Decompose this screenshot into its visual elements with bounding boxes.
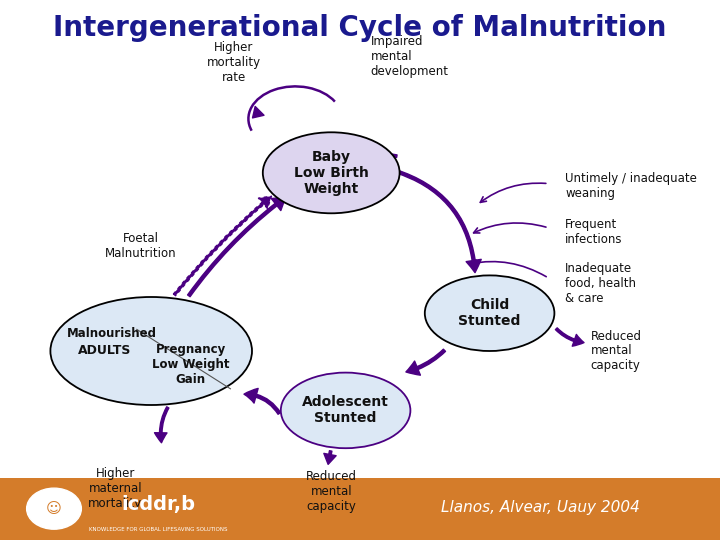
Text: Intergenerational Cycle of Malnutrition: Intergenerational Cycle of Malnutrition — [53, 14, 667, 42]
Text: Higher
maternal
mortality: Higher maternal mortality — [88, 467, 143, 510]
Text: Frequent
infections: Frequent infections — [565, 218, 623, 246]
Ellipse shape — [425, 275, 554, 351]
Ellipse shape — [281, 373, 410, 448]
Text: Impaired
mental
development: Impaired mental development — [371, 35, 449, 78]
Bar — [0, 478, 720, 540]
Text: Child
Stunted: Child Stunted — [459, 298, 521, 328]
FancyArrowPatch shape — [370, 147, 397, 159]
Text: Reduced
mental
capacity: Reduced mental capacity — [306, 470, 356, 513]
Text: Inadequate
food, health
& care: Inadequate food, health & care — [565, 262, 636, 305]
Text: Llanos, Alvear, Uauy 2004: Llanos, Alvear, Uauy 2004 — [441, 500, 639, 515]
Text: Malnourished: Malnourished — [66, 327, 157, 340]
FancyArrowPatch shape — [555, 328, 584, 346]
FancyArrowPatch shape — [174, 196, 271, 296]
Text: Untimely / inadequate
weaning: Untimely / inadequate weaning — [565, 172, 697, 200]
Text: Foetal
Malnutrition: Foetal Malnutrition — [104, 232, 176, 260]
Ellipse shape — [50, 297, 252, 405]
Ellipse shape — [263, 132, 400, 213]
Text: Adolescent
Stunted: Adolescent Stunted — [302, 395, 389, 426]
Text: Pregnancy
Low Weight
Gain: Pregnancy Low Weight Gain — [152, 343, 230, 386]
Text: icddr,b: icddr,b — [122, 495, 195, 515]
Text: Reduced
mental
capacity: Reduced mental capacity — [590, 329, 642, 373]
Circle shape — [27, 488, 81, 529]
Text: KNOWLEDGE FOR GLOBAL LIFESAVING SOLUTIONS: KNOWLEDGE FOR GLOBAL LIFESAVING SOLUTION… — [89, 526, 228, 532]
FancyArrowPatch shape — [244, 388, 281, 414]
FancyArrowPatch shape — [324, 451, 336, 464]
Text: Baby
Low Birth
Weight: Baby Low Birth Weight — [294, 150, 369, 196]
FancyArrowPatch shape — [155, 407, 169, 443]
FancyArrowPatch shape — [253, 106, 264, 118]
Text: ADULTS: ADULTS — [78, 345, 131, 357]
FancyArrowPatch shape — [188, 197, 286, 296]
FancyArrowPatch shape — [395, 170, 481, 273]
FancyArrowPatch shape — [406, 349, 446, 375]
Text: Higher
mortality
rate: Higher mortality rate — [207, 40, 261, 84]
Text: ☺: ☺ — [46, 501, 62, 516]
